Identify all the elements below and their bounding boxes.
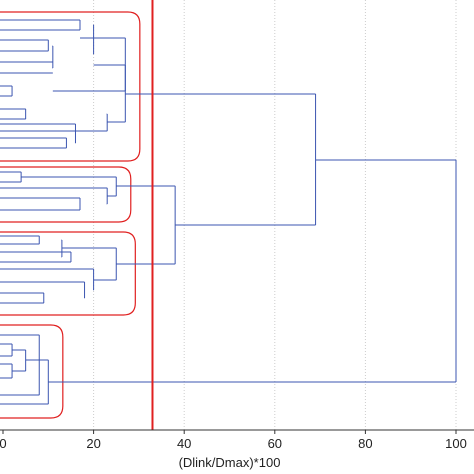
cluster-box — [0, 11, 141, 162]
cluster-boxes — [0, 11, 141, 419]
cluster-box — [0, 231, 136, 316]
cluster-box — [0, 166, 132, 223]
x-tick-label: 20 — [86, 436, 100, 451]
x-tick-label: 40 — [177, 436, 191, 451]
x-axis-ticks: 0 20 40 60 80 100 — [0, 430, 467, 451]
cluster-box — [0, 324, 64, 419]
x-tick-label: 80 — [358, 436, 372, 451]
x-axis-title: (Dlink/Dmax)*100 — [179, 455, 281, 470]
x-tick-label: 0 — [0, 436, 7, 451]
dendrogram-branches — [0, 19, 457, 405]
grid-lines — [93, 0, 457, 430]
x-tick-label: 100 — [445, 436, 467, 451]
x-tick-label: 60 — [268, 436, 282, 451]
